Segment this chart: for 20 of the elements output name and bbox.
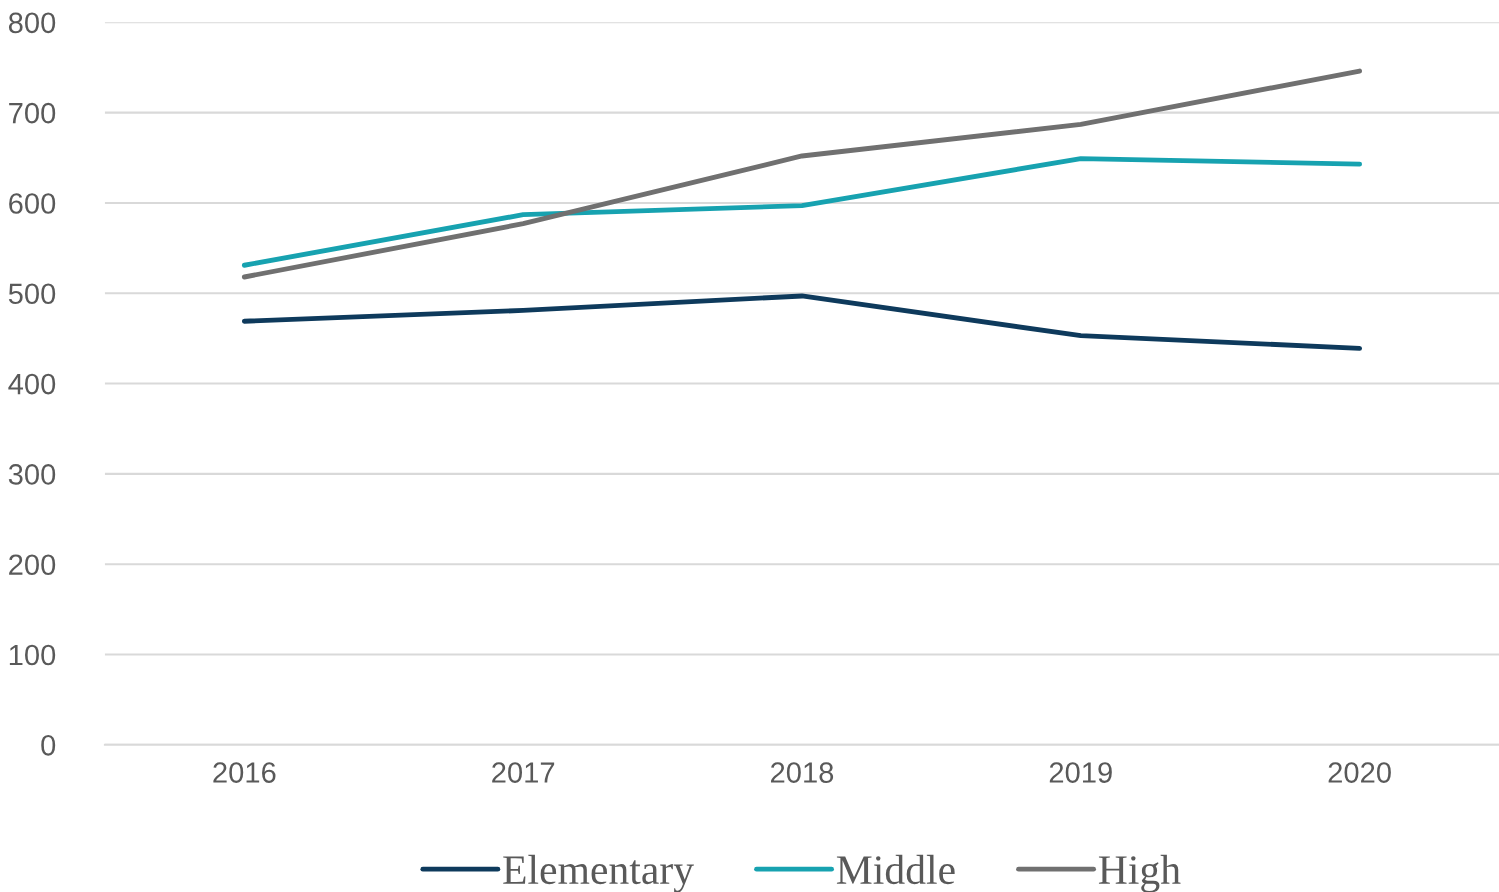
y-tick-label: 200 xyxy=(9,554,56,576)
y-tick-label: 700 xyxy=(9,102,56,124)
x-tick-label: 2018 xyxy=(770,762,834,783)
line-series xyxy=(241,293,1363,351)
y-tick-label: 800 xyxy=(8,12,56,34)
line-series xyxy=(241,68,1363,280)
y-tick-label: 300 xyxy=(8,464,56,485)
y-tick-label: 500 xyxy=(8,283,56,305)
x-tick-label: 2017 xyxy=(492,762,555,783)
legend-label: High xyxy=(1098,854,1181,892)
y-tick-label: 400 xyxy=(8,373,56,395)
x-tick-label: 2020 xyxy=(1328,762,1391,783)
legend-label: Middle xyxy=(836,854,955,885)
y-tick-label: 600 xyxy=(9,193,56,214)
y-tick-label: 100 xyxy=(9,644,56,666)
line-series xyxy=(241,156,1363,268)
legend-label: Elementary xyxy=(503,854,694,892)
x-tick-label: 2019 xyxy=(1049,762,1112,783)
y-tick-label: 0 xyxy=(41,735,56,756)
x-tick-label: 2016 xyxy=(213,762,276,783)
